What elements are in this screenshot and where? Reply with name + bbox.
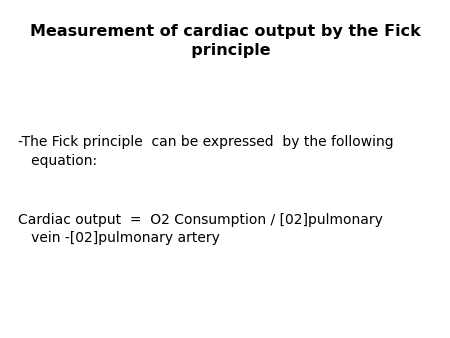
Text: Cardiac output  =  O2 Consumption / [02]pulmonary
   vein -[02]pulmonary artery: Cardiac output = O2 Consumption / [02]pu… [18, 213, 383, 245]
Text: Measurement of cardiac output by the Fick
  principle: Measurement of cardiac output by the Fic… [30, 24, 420, 58]
Text: -The Fick principle  can be expressed  by the following
   equation:: -The Fick principle can be expressed by … [18, 135, 394, 168]
